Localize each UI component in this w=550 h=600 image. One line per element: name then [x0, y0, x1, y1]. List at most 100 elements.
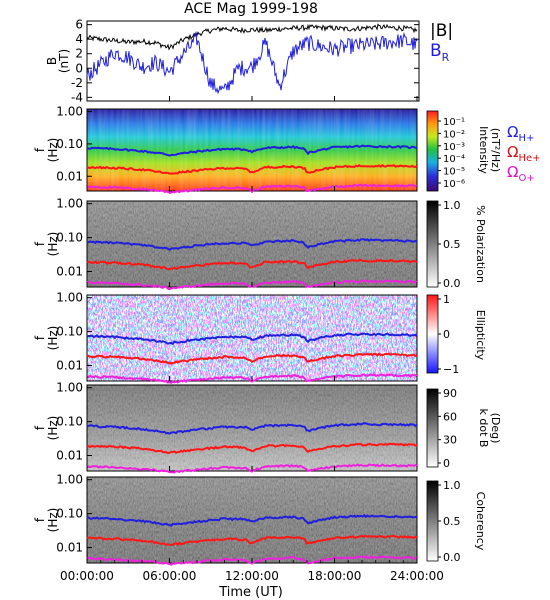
freq-y-label: f (Hz)	[33, 232, 60, 257]
freq-y-tick-label: 1.00	[56, 197, 83, 211]
gyrofrequency-line-h-plus	[86, 238, 418, 251]
k-dot-b-texture	[87, 385, 417, 471]
intensity-colorbar-unit: (nT²/Hz)	[489, 128, 502, 172]
polarization-colorbar	[426, 200, 439, 288]
freq-y-tick-label: 0.10	[56, 415, 83, 429]
ellipticity-colorbar	[426, 294, 439, 374]
legend-b-radial: BR	[430, 41, 450, 64]
freq-y-tick-label: 0.01	[56, 169, 83, 183]
colorbar-tick-label: 0	[443, 457, 450, 470]
gyrofrequency-line-he-plus	[86, 534, 417, 547]
time-tick-label: 12:00:00	[225, 569, 279, 583]
frequency-axes: 1.000.100.01f (Hz)1.000.100.01f (Hz)1.000.…	[33, 105, 92, 555]
panel-intensity: Intensity (nT²/Hz) ΩH+ ΩHe+ ΩO+	[86, 108, 541, 192]
gyrofrequency-line-o-plus	[86, 373, 418, 384]
colorbar-tick-label: 1	[443, 293, 450, 306]
gyrofrequency-line-h-plus	[86, 332, 418, 346]
b-field-y-tick-label: -2	[71, 76, 83, 90]
time-tick-label: 00:00:00	[60, 569, 114, 583]
time-tick-label: 24:00:00	[390, 569, 444, 583]
time-axis: 00:00:00 06:00:00 12:00:00 18:00:00 24:00:00	[60, 96, 444, 583]
panel-coherency: Coherency	[86, 476, 487, 564]
b-field-y-label-line1: B	[45, 57, 59, 65]
k-dot-b-colorbar-label: k dot B	[477, 409, 490, 448]
legend-b-magnitude: |B|	[430, 21, 453, 41]
freq-y-label-line1: f	[33, 241, 47, 246]
b-field-y-tick-label: -4	[71, 90, 83, 104]
colorbar-tick-label: 90	[443, 387, 457, 400]
freq-y-label-line2: (Hz)	[46, 416, 60, 441]
coherency-colorbar-label: Coherency	[474, 492, 487, 551]
gyrofrequency-line-he-plus	[86, 258, 418, 271]
gyrofrequency-line-he-plus	[86, 163, 418, 175]
ellipticity-colorbar-label-group: Ellipticity	[474, 310, 487, 361]
colorbar-tick-label: 1.0	[443, 479, 461, 492]
freq-y-label-line1: f	[33, 425, 47, 430]
gyrofrequency-line-o-plus	[86, 183, 418, 194]
coherency-texture	[87, 477, 417, 563]
colorbar-tick-label: 0.5	[443, 515, 461, 528]
b-field-y-label-line2: (nT)	[57, 49, 71, 73]
colorbar-tick-label: −1	[443, 363, 459, 376]
b-field-y-tick-label: 4	[75, 32, 83, 46]
gyrofrequency-line-o-plus	[86, 463, 418, 474]
freq-y-label-line2: (Hz)	[46, 326, 60, 351]
colorbar-tick-label: 10⁻²	[443, 129, 465, 140]
freq-y-label-line2: (Hz)	[46, 138, 60, 163]
colorbar-tick-label: 0.0	[443, 551, 461, 564]
k-dot-b-colorbar-label-group: k dot B (Deg)	[477, 409, 502, 448]
legend-omega-o: ΩO+	[507, 163, 535, 184]
freq-y-tick-label: 0.01	[56, 265, 83, 279]
colorbar-tick-label: 10⁻¹	[443, 117, 465, 128]
series-b-magnitude	[86, 23, 418, 51]
freq-y-tick-label: 0.01	[56, 449, 83, 463]
gyrofrequency-line-h-plus	[86, 144, 418, 157]
freq-y-tick-label: 0.10	[56, 231, 83, 245]
gyrofrequency-line-h-plus	[86, 513, 418, 528]
time-tick-label: 06:00:00	[143, 569, 197, 583]
coherency-colorbar	[426, 480, 439, 562]
intensity-colorbar	[426, 110, 439, 192]
freq-y-tick-label: 0.01	[56, 359, 83, 373]
colorbar-tick-label: 10⁻⁶	[443, 179, 465, 190]
gyrofrequency-line-he-plus	[86, 352, 418, 365]
legend-omega-h: ΩH+	[507, 123, 534, 144]
intensity-colorbar-title: Intensity	[477, 126, 490, 174]
panel-polarization: % Polarization	[86, 200, 487, 288]
freq-y-label-line2: (Hz)	[46, 508, 60, 533]
b-field-y-tick-label: 2	[75, 47, 83, 61]
b-field-y-tick-label: 6	[75, 18, 83, 32]
intensity-colorbar-label: Intensity (nT²/Hz)	[477, 126, 502, 174]
freq-y-label-line1: f	[33, 517, 47, 522]
colorbar-tick-label: 10⁻⁵	[443, 167, 465, 178]
polarization-colorbar-label: % Polarization	[474, 205, 487, 283]
plot-title: ACE Mag 1999-198	[184, 1, 318, 17]
colorbar-ticks: 10⁻¹10⁻² 10⁻³10⁻⁴ 10⁻⁵10⁻⁶ 1.0 0.5 0.0 1 0 −1 90 6…	[438, 117, 465, 564]
panel-b-frame	[86, 20, 420, 102]
b-field-series	[86, 23, 418, 95]
freq-y-tick-label: 1.00	[56, 291, 83, 305]
colorbar-tick-label: 10⁻³	[443, 142, 465, 153]
freq-y-tick-label: 1.00	[56, 381, 83, 395]
freq-y-tick-label: 0.01	[56, 541, 83, 555]
b-field-y-label: B (nT)	[45, 49, 71, 73]
freq-y-label: f (Hz)	[33, 416, 60, 441]
panel-ellipticity: Ellipticity	[86, 294, 487, 382]
colorbar-tick-label: 10⁻⁴	[443, 154, 465, 165]
legend-omega-he: ΩHe+	[507, 143, 541, 164]
freq-y-label: f (Hz)	[33, 508, 60, 533]
freq-y-tick-label: 0.10	[56, 325, 83, 339]
freq-y-tick-label: 0.10	[56, 137, 83, 151]
freq-y-label: f (Hz)	[33, 138, 60, 163]
x-axis-label: Time (UT)	[218, 585, 283, 600]
b-field-y-tick-label: 0	[75, 61, 83, 75]
freq-y-label: f (Hz)	[33, 326, 60, 351]
freq-y-label-line2: (Hz)	[46, 232, 60, 257]
colorbar-tick-label: 0.0	[443, 277, 461, 290]
colorbar-tick-label: 30	[443, 434, 457, 447]
k-dot-b-colorbar-unit: (Deg)	[489, 413, 502, 444]
colorbar-tick-label: 1.0	[443, 199, 461, 212]
